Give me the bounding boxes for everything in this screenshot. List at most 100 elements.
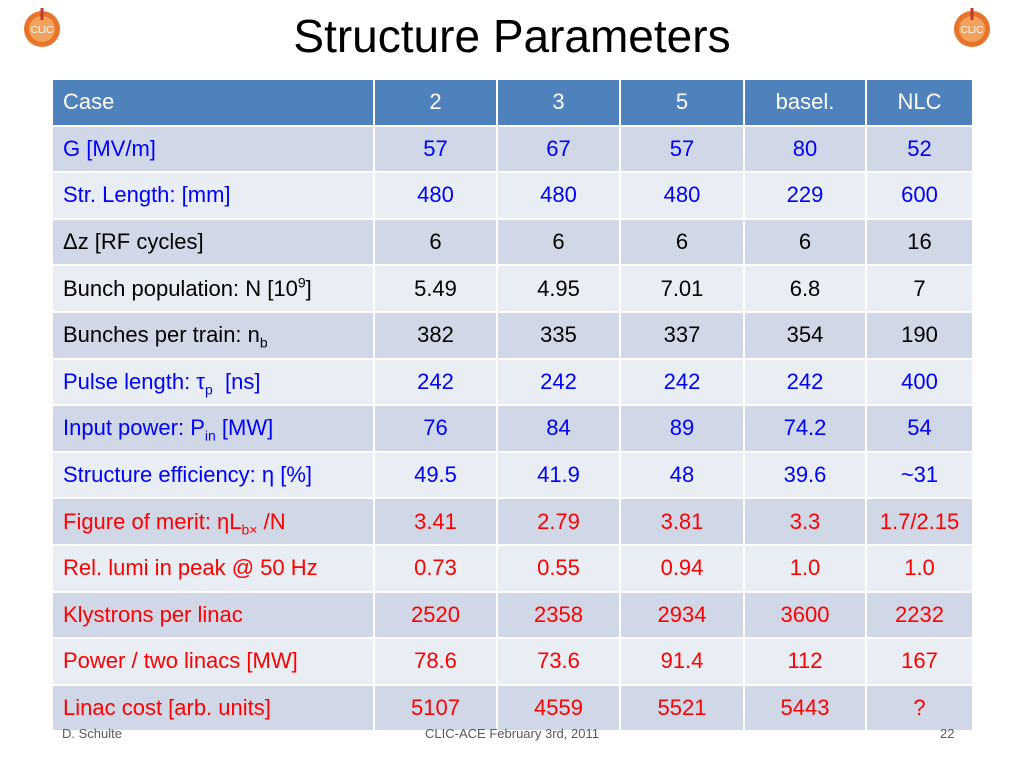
- row-label: Structure efficiency: η [%]: [51, 450, 375, 500]
- table-cell: 80: [743, 124, 867, 174]
- table-cell: 5.49: [373, 264, 498, 313]
- row-label: Str. Length: [mm]: [51, 171, 375, 220]
- parameters-table: Case 2 3 5 basel. NLC G [MV/m] 57 67 57 80 52…: [51, 78, 974, 733]
- table-cell: 74.2: [743, 404, 867, 453]
- row-label-tail: [ns]: [212, 368, 261, 394]
- table-cell: 4559: [496, 683, 621, 733]
- table-cell: 6: [373, 217, 498, 267]
- table-cell: 5107: [373, 683, 498, 733]
- table-cell: 354: [743, 310, 867, 360]
- table-cell: ?: [865, 683, 974, 733]
- footer-author: D. Schulte: [62, 726, 122, 741]
- row-label-text: Pulse length: τ: [63, 368, 206, 394]
- row-label: Klystrons per linac: [51, 590, 375, 640]
- header-cell: 5: [619, 78, 745, 127]
- table-cell: 5443: [743, 683, 867, 733]
- table-cell: 3.3: [743, 497, 867, 546]
- header-cell: Case: [51, 78, 375, 127]
- table-cell: 167: [865, 637, 974, 686]
- row-label: Pulse length: τp [ns]: [51, 357, 375, 407]
- row-label-text: Figure of merit: ηL: [63, 508, 242, 534]
- table-cell: 335: [496, 310, 621, 360]
- table-cell: 242: [743, 357, 867, 407]
- table-cell: 0.94: [619, 543, 745, 593]
- table-cell: 242: [496, 357, 621, 407]
- table-cell: 480: [619, 171, 745, 220]
- row-label-tail: [MW]: [215, 415, 274, 441]
- table-cell: 229: [743, 171, 867, 220]
- table-cell: 2358: [496, 590, 621, 640]
- table-cell: 242: [619, 357, 745, 407]
- table-row: Pulse length: τp [ns] 242 242 242 242 400: [51, 357, 974, 407]
- table-cell: 2.79: [496, 497, 621, 546]
- row-label-text: Rel. lumi in peak @ 50 Hz: [63, 555, 318, 581]
- row-label-tail: ]: [305, 275, 312, 301]
- row-label-text: Δz [RF cycles]: [63, 229, 204, 255]
- table-cell: 41.9: [496, 450, 621, 500]
- row-label-tail: /N: [257, 508, 286, 534]
- table-row: Power / two linacs [MW] 78.6 73.6 91.4 112 16…: [51, 637, 974, 686]
- table-row: Linac cost [arb. units] 5107 4559 5521 5443?: [51, 683, 974, 733]
- table-row: Rel. lumi in peak @ 50 Hz 0.73 0.55 0.94 1.0…: [51, 543, 974, 593]
- row-label: Δz [RF cycles]: [51, 217, 375, 267]
- table-cell: 5521: [619, 683, 745, 733]
- row-label-text: Linac cost [arb. units]: [63, 695, 271, 721]
- row-label-superscript: 9: [297, 274, 306, 291]
- svg-text:CLIC: CLIC: [31, 25, 54, 36]
- row-label: Rel. lumi in peak @ 50 Hz: [51, 543, 375, 593]
- row-label: Bunches per train: nb: [51, 310, 375, 360]
- row-label-text: Input power: P: [63, 415, 205, 441]
- table-cell: 6: [743, 217, 867, 267]
- table-cell: 39.6: [743, 450, 867, 500]
- table-row: Str. Length: [mm] 480 480 480 229 600: [51, 171, 974, 220]
- table-cell: 57: [373, 124, 498, 174]
- table-row: Klystrons per linac 2520 2358 2934 3600 2232: [51, 590, 974, 640]
- table-cell: 49.5: [373, 450, 498, 500]
- table-cell: 3.41: [373, 497, 498, 546]
- table-cell: 54: [865, 404, 974, 453]
- row-label-text: Str. Length: [mm]: [63, 182, 231, 208]
- table-cell: ~31: [865, 450, 974, 500]
- row-label-text: G [MV/m]: [63, 135, 156, 161]
- table-row: Figure of merit: ηLb× /N 3.41 2.79 3.81 3.3 1…: [51, 497, 974, 546]
- row-label-text: Bunches per train: n: [63, 322, 260, 348]
- table-cell: 3.81: [619, 497, 745, 546]
- table-cell: 2520: [373, 590, 498, 640]
- table-cell: 400: [865, 357, 974, 407]
- table-cell: 480: [496, 171, 621, 220]
- table-row: Input power: Pin [MW] 76 84 89 74.2 54: [51, 404, 974, 453]
- row-label-text: Klystrons per linac: [63, 601, 243, 627]
- table-cell: 67: [496, 124, 621, 174]
- row-label: Power / two linacs [MW]: [51, 637, 375, 686]
- table-row: Bunch population: N [109] 5.49 4.95 7.01 6.8…: [51, 264, 974, 313]
- table-cell: 6.8: [743, 264, 867, 313]
- header-cell: NLC: [865, 78, 974, 127]
- table-cell: 600: [865, 171, 974, 220]
- table-cell: 480: [373, 171, 498, 220]
- table-cell: 73.6: [496, 637, 621, 686]
- clic-logo: CLIC: [954, 8, 990, 47]
- table-cell: 190: [865, 310, 974, 360]
- table-cell: 1.7/2.15: [865, 497, 974, 546]
- footer-event: CLIC-ACE February 3rd, 2011: [425, 726, 599, 741]
- table-cell: 52: [865, 124, 974, 174]
- table-cell: 112: [743, 637, 867, 686]
- table-cell: 84: [496, 404, 621, 453]
- table-cell: 3600: [743, 590, 867, 640]
- clic-logo: CLIC: [24, 8, 60, 47]
- table-cell: 7.01: [619, 264, 745, 313]
- table-cell: 78.6: [373, 637, 498, 686]
- table-row: G [MV/m] 57 67 57 80 52: [51, 124, 974, 174]
- table-cell: 6: [619, 217, 745, 267]
- table-cell: 2232: [865, 590, 974, 640]
- row-label-text: Bunch population: N [10: [63, 275, 298, 301]
- table-cell: 0.55: [496, 543, 621, 593]
- row-label: G [MV/m]: [51, 124, 375, 174]
- table-cell: 337: [619, 310, 745, 360]
- page-number: 22: [940, 726, 955, 741]
- table-cell: 48: [619, 450, 745, 500]
- row-label: Linac cost [arb. units]: [51, 683, 375, 733]
- table-cell: 16: [865, 217, 974, 267]
- row-label-text: Structure efficiency: η [%]: [63, 462, 313, 488]
- table-cell: 242: [373, 357, 498, 407]
